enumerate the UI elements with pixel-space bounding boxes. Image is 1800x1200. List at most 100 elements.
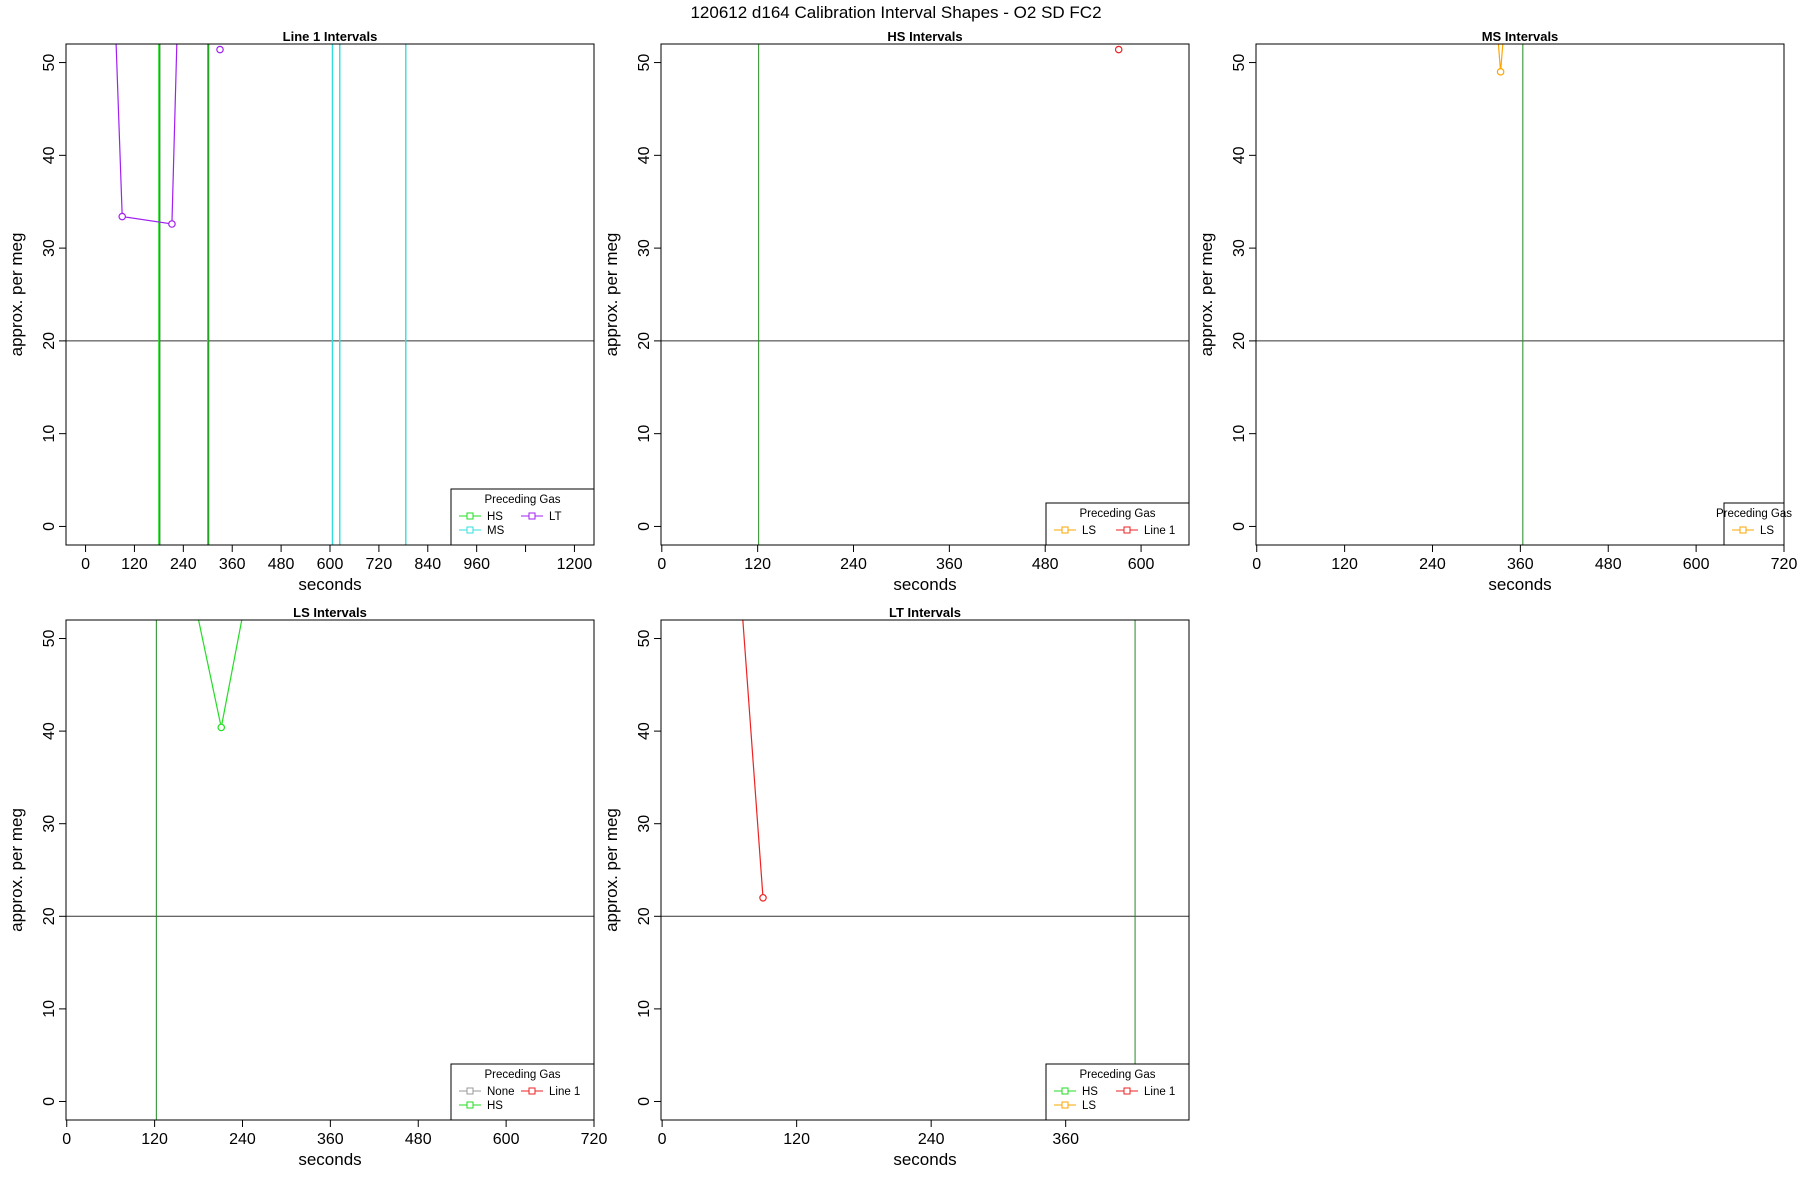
x-tick-label: 0 [81, 556, 90, 573]
legend-label: MS [487, 525, 505, 537]
x-tick-label: 120 [141, 1131, 168, 1148]
x-tick-label: 240 [840, 556, 867, 573]
plot-area [66, 620, 594, 1120]
legend-title: Preceding Gas [1079, 508, 1155, 520]
y-tick-label: 10 [41, 1000, 58, 1018]
plot-frame [65, 619, 595, 1121]
y-axis-label: approx. per meg [7, 808, 26, 932]
data-point [1496, 68, 1505, 76]
y-tick-label: 0 [41, 1097, 58, 1106]
legend-swatch-marker [528, 512, 536, 520]
legend-swatch-marker [1061, 1101, 1069, 1109]
legend-swatch-marker [466, 512, 474, 520]
legend: Preceding Gas HS Line 1 LS [1045, 1063, 1190, 1121]
y-tick-label: 30 [1231, 239, 1248, 257]
chart-panel: LT Intervals 0 120 240 360 seconds 0 10 20 30 40 50… [602, 605, 1190, 1169]
x-tick-label: 600 [317, 556, 344, 573]
x-tick-label: 480 [1032, 556, 1059, 573]
x-tick-label: 120 [744, 556, 771, 573]
x-axis-label: seconds [298, 1150, 361, 1169]
legend-swatch-marker [466, 1087, 474, 1095]
y-tick-label: 20 [41, 907, 58, 925]
series-line [742, 620, 764, 898]
x-tick-label: 360 [1507, 556, 1534, 573]
data-point [168, 220, 176, 228]
y-tick-label: 50 [636, 630, 653, 648]
x-tick-label: 120 [783, 1131, 810, 1148]
x-tick-label: 240 [918, 1131, 945, 1148]
legend-title: Preceding Gas [484, 494, 560, 506]
x-tick-label: 480 [1595, 556, 1622, 573]
y-tick-label: 50 [41, 630, 58, 648]
x-tick-label: 1200 [557, 556, 593, 573]
x-tick-label: 0 [658, 1131, 667, 1148]
x-tick-label: 720 [581, 1131, 608, 1148]
legend-box [1045, 502, 1190, 546]
x-tick-label: 600 [1683, 556, 1710, 573]
legend-label: HS [487, 511, 503, 523]
legend-label: LS [1082, 1100, 1096, 1112]
legend: Preceding Gas LS Line 1 [1045, 502, 1190, 546]
plot-frame [1255, 43, 1785, 546]
x-tick-label: 480 [268, 556, 295, 573]
panel-title: LT Intervals [889, 605, 961, 620]
plot-area [661, 44, 1189, 545]
x-tick-label: 0 [657, 556, 666, 573]
legend-swatch-marker [466, 1101, 474, 1109]
legend: Preceding Gas None Line 1 HS [450, 1063, 595, 1121]
y-tick-label: 30 [41, 815, 58, 833]
legend-swatch-marker [1061, 1087, 1069, 1095]
series-line [197, 620, 243, 728]
y-tick-label: 40 [41, 146, 58, 164]
legend-label: Line 1 [1144, 525, 1175, 537]
x-tick-label: 720 [366, 556, 393, 573]
data-point [216, 45, 224, 54]
plot-area [661, 620, 1189, 1120]
y-tick-label: 10 [41, 425, 58, 443]
legend-box [1723, 502, 1785, 546]
y-tick-label: 30 [636, 239, 653, 257]
plot-frame [660, 43, 1190, 546]
x-tick-label: 600 [493, 1131, 520, 1148]
x-tick-label: 240 [1419, 556, 1446, 573]
y-tick-label: 40 [636, 146, 653, 164]
data-point [759, 893, 767, 902]
y-tick-label: 20 [636, 332, 653, 350]
y-axis-label: approx. per meg [7, 233, 26, 357]
y-tick-label: 40 [1231, 146, 1248, 164]
legend-label: Line 1 [1144, 1086, 1175, 1098]
y-tick-label: 10 [636, 425, 653, 443]
y-tick-label: 20 [41, 332, 58, 350]
legend-swatch-marker [1123, 526, 1131, 534]
x-tick-label: 240 [229, 1131, 256, 1148]
y-tick-label: 30 [636, 815, 653, 833]
legend-label: HS [1082, 1086, 1098, 1098]
x-axis-label: seconds [1488, 575, 1551, 594]
legend-label: LT [549, 511, 562, 523]
legend-label: HS [487, 1100, 503, 1112]
x-tick-label: 360 [219, 556, 246, 573]
figure-title: 120612 d164 Calibration Interval Shapes … [690, 3, 1101, 22]
x-tick-label: 360 [1052, 1131, 1079, 1148]
y-axis-label: approx. per meg [602, 808, 621, 932]
x-axis-label: seconds [893, 1150, 956, 1169]
x-tick-label: 720 [1771, 556, 1798, 573]
x-tick-label: 480 [405, 1131, 432, 1148]
x-tick-label: 600 [1128, 556, 1155, 573]
plot-area [1256, 44, 1784, 545]
legend-label: None [487, 1086, 515, 1098]
x-tick-label: 120 [1331, 556, 1358, 573]
panel-title: Line 1 Intervals [283, 29, 378, 44]
x-tick-label: 120 [121, 556, 148, 573]
x-axis-label: seconds [893, 575, 956, 594]
y-tick-label: 10 [636, 1000, 653, 1018]
x-axis-label: seconds [298, 575, 361, 594]
y-tick-label: 0 [1231, 522, 1248, 531]
chart-panel: Line 1 Intervals 0 120 240 360 480 600 720 840 96… [7, 29, 595, 594]
x-tick-label: 240 [170, 556, 197, 573]
series-line [115, 44, 178, 225]
x-tick-label: 360 [317, 1131, 344, 1148]
legend-swatch-marker [1123, 1087, 1131, 1095]
legend-swatch-marker [528, 1087, 536, 1095]
